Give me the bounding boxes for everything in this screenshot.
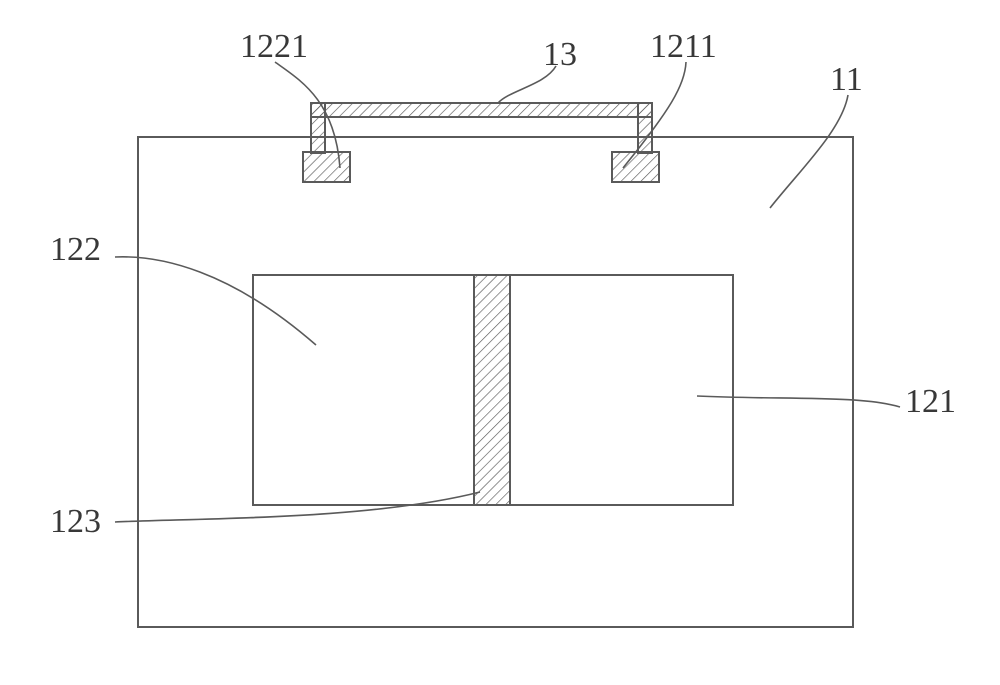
ref-label: 11: [830, 61, 863, 98]
ref-label: 121: [905, 383, 956, 420]
leader-line: [115, 492, 480, 522]
ref-label: 122: [50, 231, 101, 268]
leader-line: [770, 95, 848, 208]
ref-label: 1211: [650, 28, 717, 65]
leader-line: [697, 396, 900, 407]
ref-label: 123: [50, 503, 101, 540]
leader-line: [115, 257, 316, 345]
ref-label: 13: [543, 36, 577, 73]
ref-label: 1221: [240, 28, 308, 65]
